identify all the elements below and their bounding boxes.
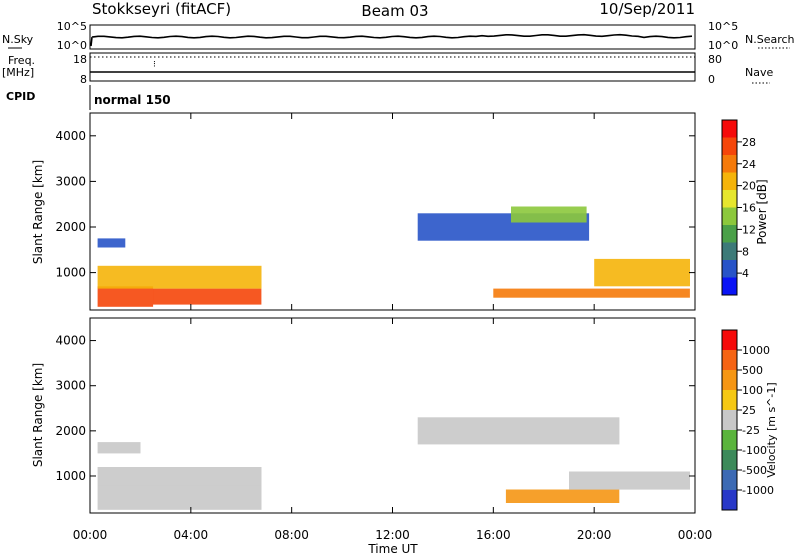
velocity-region-2 — [97, 442, 141, 454]
velocity-colorbar-cell — [722, 370, 737, 391]
velocity-colorbar-tick-label: -25 — [742, 424, 760, 437]
date-label: 10/Sep/2011 — [599, 0, 695, 18]
velocity-ytick-label: 4000 — [55, 334, 86, 348]
freq-tick-top: 18 — [73, 53, 87, 66]
velocity-region-4 — [505, 489, 620, 503]
velocity-colorbar-label: Velocity [m s^-1] — [765, 382, 778, 477]
velocity-colorbar-tick-label: -100 — [742, 444, 767, 457]
freq-strip-frame — [89, 52, 696, 82]
beam-label: Beam 03 — [361, 2, 428, 20]
velocity-colorbar-cell — [722, 350, 737, 371]
velocity-colorbar: 1000 500 100 25 -25 -100 -500 -1000 — [721, 329, 774, 511]
power-colorbar-tick-label: 20 — [742, 180, 756, 193]
velocity-region-3 — [417, 417, 620, 445]
nsearch-tick-top: 10^5 — [708, 20, 738, 33]
power-colorbar: 4 8 12 16 20 24 28 — [721, 119, 756, 296]
velocity-panel: 1000 2000 3000 4000 00:00 04:00 08:00 12:00 16:0… — [55, 317, 713, 542]
power-ytick-label: 2000 — [55, 220, 86, 234]
power-ytick-label: 3000 — [55, 174, 86, 188]
freq-label: Freq. — [8, 54, 35, 67]
power-colorbar-cell — [722, 190, 737, 208]
nsky-tick-bottom: 10^0 — [57, 39, 87, 52]
xtick-label: 04:00 — [174, 528, 209, 542]
nave-label: Nave — [745, 66, 773, 79]
velocity-ytick-label: 2000 — [55, 424, 86, 438]
freq-tick-bottom: 8 — [80, 73, 87, 86]
xtick-label: 08:00 — [274, 528, 309, 542]
xtick-label: 00:00 — [678, 528, 713, 542]
freq-unit: [MHz] — [2, 66, 34, 79]
power-colorbar-cell — [722, 120, 737, 138]
velocity-colorbar-cell — [722, 450, 737, 471]
power-colorbar-tick-label: 8 — [742, 245, 749, 258]
velocity-colorbar-cell — [722, 390, 737, 411]
velocity-colorbar-cell — [722, 470, 737, 491]
power-colorbar-cell — [722, 260, 737, 278]
nsearch-tick-bottom: 10^0 — [708, 39, 738, 52]
nsky-tick-top: 10^5 — [57, 20, 87, 33]
power-colorbar-cell — [722, 242, 737, 261]
velocity-colorbar-cell — [722, 490, 737, 511]
power-colorbar-cell — [722, 155, 737, 173]
power-ylabel: Slant Range [km] — [31, 160, 45, 264]
power-colorbar-cell — [722, 207, 737, 226]
velocity-ytick-label: 1000 — [55, 469, 86, 483]
velocity-region-1 — [97, 467, 262, 486]
power-colorbar-cell — [722, 277, 737, 296]
power-colorbar-cell — [722, 137, 737, 156]
nsky-strip-frame — [89, 24, 696, 50]
power-ytick-label: 4000 — [55, 129, 86, 143]
xtick-label: 16:00 — [476, 528, 511, 542]
xtick-label: 20:00 — [577, 528, 612, 542]
power-colorbar-cell — [722, 225, 737, 243]
power-region-2 — [97, 265, 262, 289]
nave-tick-bottom: 0 — [708, 73, 715, 86]
velocity-region-5 — [569, 471, 690, 490]
velocity-ylabel: Slant Range [km] — [31, 363, 45, 467]
power-colorbar-tick-label: 16 — [742, 202, 756, 215]
nsearch-label: N.Search — [745, 33, 795, 46]
velocity-colorbar-tick-label: 1000 — [742, 344, 770, 357]
power-region-7 — [594, 258, 690, 287]
velocity-colorbar-cell — [722, 430, 737, 451]
power-region-3 — [97, 238, 126, 248]
power-region-1 — [153, 288, 262, 305]
power-ytick-label: 1000 — [55, 266, 86, 280]
power-colorbar-tick-label: 12 — [742, 223, 756, 236]
power-region-0 — [97, 286, 154, 307]
nsky-label: N.Sky — [2, 33, 34, 46]
velocity-colorbar-tick-label: -1000 — [742, 484, 774, 497]
velocity-ytick-label: 3000 — [55, 379, 86, 393]
nave-tick-top: 80 — [708, 53, 722, 66]
power-region-5 — [511, 206, 587, 223]
velocity-colorbar-cell — [722, 410, 737, 431]
xtick-label: 00:00 — [73, 528, 108, 542]
velocity-colorbar-tick-label: 100 — [742, 384, 763, 397]
xlabel: Time UT — [367, 542, 418, 554]
velocity-colorbar-tick-label: 25 — [742, 404, 756, 417]
velocity-colorbar-cell — [722, 330, 737, 351]
cpid-label: CPID — [6, 90, 35, 103]
power-colorbar-tick-label: 28 — [742, 136, 756, 149]
freq-spike: ⁝ — [153, 60, 156, 70]
power-panel: 1000 2000 3000 4000 — [55, 112, 696, 311]
velocity-colorbar-tick-label: 500 — [742, 364, 763, 377]
xtick-label: 12:00 — [375, 528, 410, 542]
power-colorbar-label: Power [dB] — [755, 179, 769, 244]
velocity-colorbar-frame — [721, 329, 738, 511]
velocity-colorbar-tick-label: -500 — [742, 464, 767, 477]
cpid-value: normal 150 — [94, 93, 171, 107]
nsky-series — [90, 33, 693, 47]
station-title: Stokkseyri (fitACF) — [92, 0, 231, 18]
velocity-region-0 — [97, 485, 262, 510]
power-colorbar-tick-label: 4 — [742, 267, 749, 280]
power-region-6 — [493, 288, 690, 298]
power-colorbar-tick-label: 24 — [742, 158, 756, 171]
power-colorbar-cell — [722, 172, 737, 191]
